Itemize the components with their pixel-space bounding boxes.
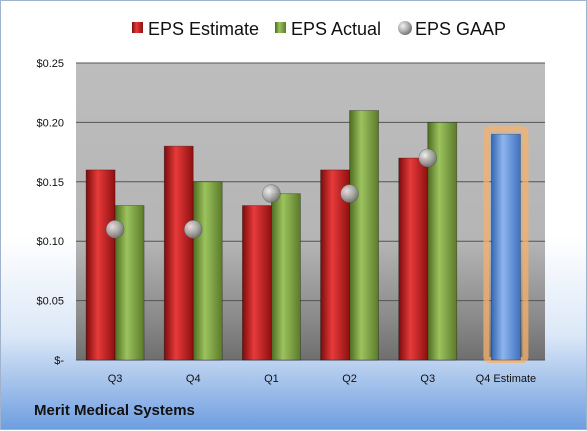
chart-legend: EPS Estimate EPS Actual EPS GAAP (132, 19, 506, 39)
eps-estimate-bar (163, 145, 194, 361)
eps-gaap-marker (262, 184, 281, 203)
gaap-markers (105, 148, 438, 239)
eps-actual-bar (192, 181, 223, 361)
eps-gaap-marker (418, 148, 438, 168)
eps-estimate-bar (398, 157, 429, 361)
y-tick-label: $- (54, 355, 64, 367)
company-name: Merit Medical Systems (34, 402, 195, 419)
x-tick-label: Q2 (342, 373, 357, 385)
x-axis-labels: Q3 Q4 Q1 Q2 Q3 Q4 Estimate (108, 373, 536, 385)
eps-actual-bar (271, 193, 301, 361)
legend-swatch (398, 21, 412, 35)
eps-actual-bar (114, 205, 145, 361)
plot-area (76, 63, 545, 360)
y-tick-label: $0.05 (36, 296, 64, 308)
eps-estimate-bar (85, 169, 116, 361)
x-tick-label: Q3 (420, 373, 435, 385)
legend-label: EPS Estimate (148, 19, 259, 39)
x-tick-label: Q1 (264, 373, 279, 385)
y-tick-label: $0.15 (36, 177, 64, 189)
eps-gaap-marker (105, 220, 125, 239)
y-tick-label: $0.20 (36, 117, 64, 129)
x-tick-label: Q3 (108, 373, 123, 385)
x-tick-label: Q4 (186, 373, 201, 385)
gridlines (76, 62, 545, 361)
legend-swatch (132, 22, 143, 33)
q4-estimate-bar (491, 133, 521, 361)
eps-estimate-bar (242, 205, 272, 361)
eps-gaap-marker (183, 220, 203, 239)
legend-swatch (275, 22, 286, 33)
legend-label: EPS Actual (291, 19, 381, 39)
x-tick-label: Q4 Estimate (476, 373, 537, 385)
legend-label: EPS GAAP (415, 19, 506, 39)
y-tick-label: $0.10 (36, 236, 64, 248)
eps-gaap-marker (340, 184, 359, 203)
eps-actual-bar (349, 110, 379, 361)
y-tick-label: $0.25 (36, 58, 64, 70)
y-axis-labels: $- $0.05 $0.10 $0.15 $0.20 $0.25 (36, 58, 64, 367)
bars (85, 110, 529, 363)
